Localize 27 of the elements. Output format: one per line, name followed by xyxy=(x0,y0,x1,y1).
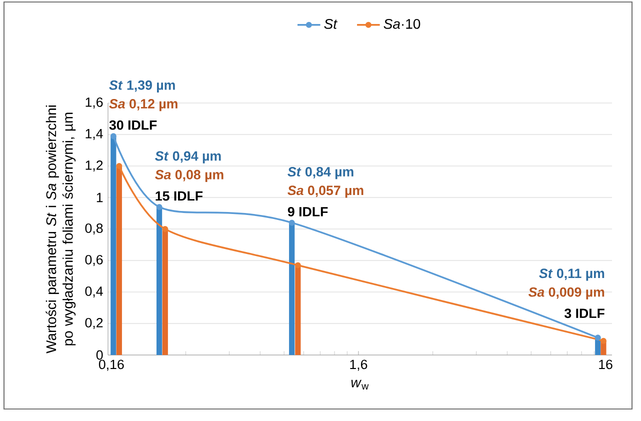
y-tick-label: 0,6 xyxy=(85,254,103,266)
legend-label: Sa·10 xyxy=(384,18,420,29)
y-tick-label: 0,8 xyxy=(85,223,103,235)
annotation: 30 IDLF xyxy=(109,120,157,130)
annotation: St 0,11 µm xyxy=(539,268,604,281)
annotation: Sa 0,08 µm xyxy=(155,170,224,182)
annotation: St 0,94 µm xyxy=(155,151,221,164)
y-tick-label: 0,2 xyxy=(85,318,103,330)
x-tick-label: 0,16 xyxy=(98,360,124,371)
legend-label: St xyxy=(324,18,338,29)
annotation: 3 IDLF xyxy=(564,308,604,318)
y-tick-label: 1,2 xyxy=(86,160,103,172)
annotation: 15 IDLF xyxy=(156,191,203,201)
annotation: Sa 0,009 µm xyxy=(528,287,604,300)
y-tick-label: 0 xyxy=(96,350,103,360)
x-axis-title: w$_{w}$ xyxy=(351,380,369,390)
y-tick-label: 1 xyxy=(96,192,103,202)
text: St 1,39 µm xyxy=(109,80,175,92)
annotation: Sa 0,12 µm xyxy=(109,99,178,112)
annotation: Sa 0,057 µm xyxy=(288,186,364,198)
y-tick-label: 0,4 xyxy=(85,286,103,298)
x-tick-label: 1,6 xyxy=(350,360,368,371)
y-tick-label: 1,4 xyxy=(86,129,103,140)
annotation: 9 IDLF xyxy=(288,206,328,216)
annotation: St 0,84 µm xyxy=(288,167,354,180)
x-tick-label: 16 xyxy=(599,360,612,370)
y-tick-label: 1,6 xyxy=(86,97,103,109)
